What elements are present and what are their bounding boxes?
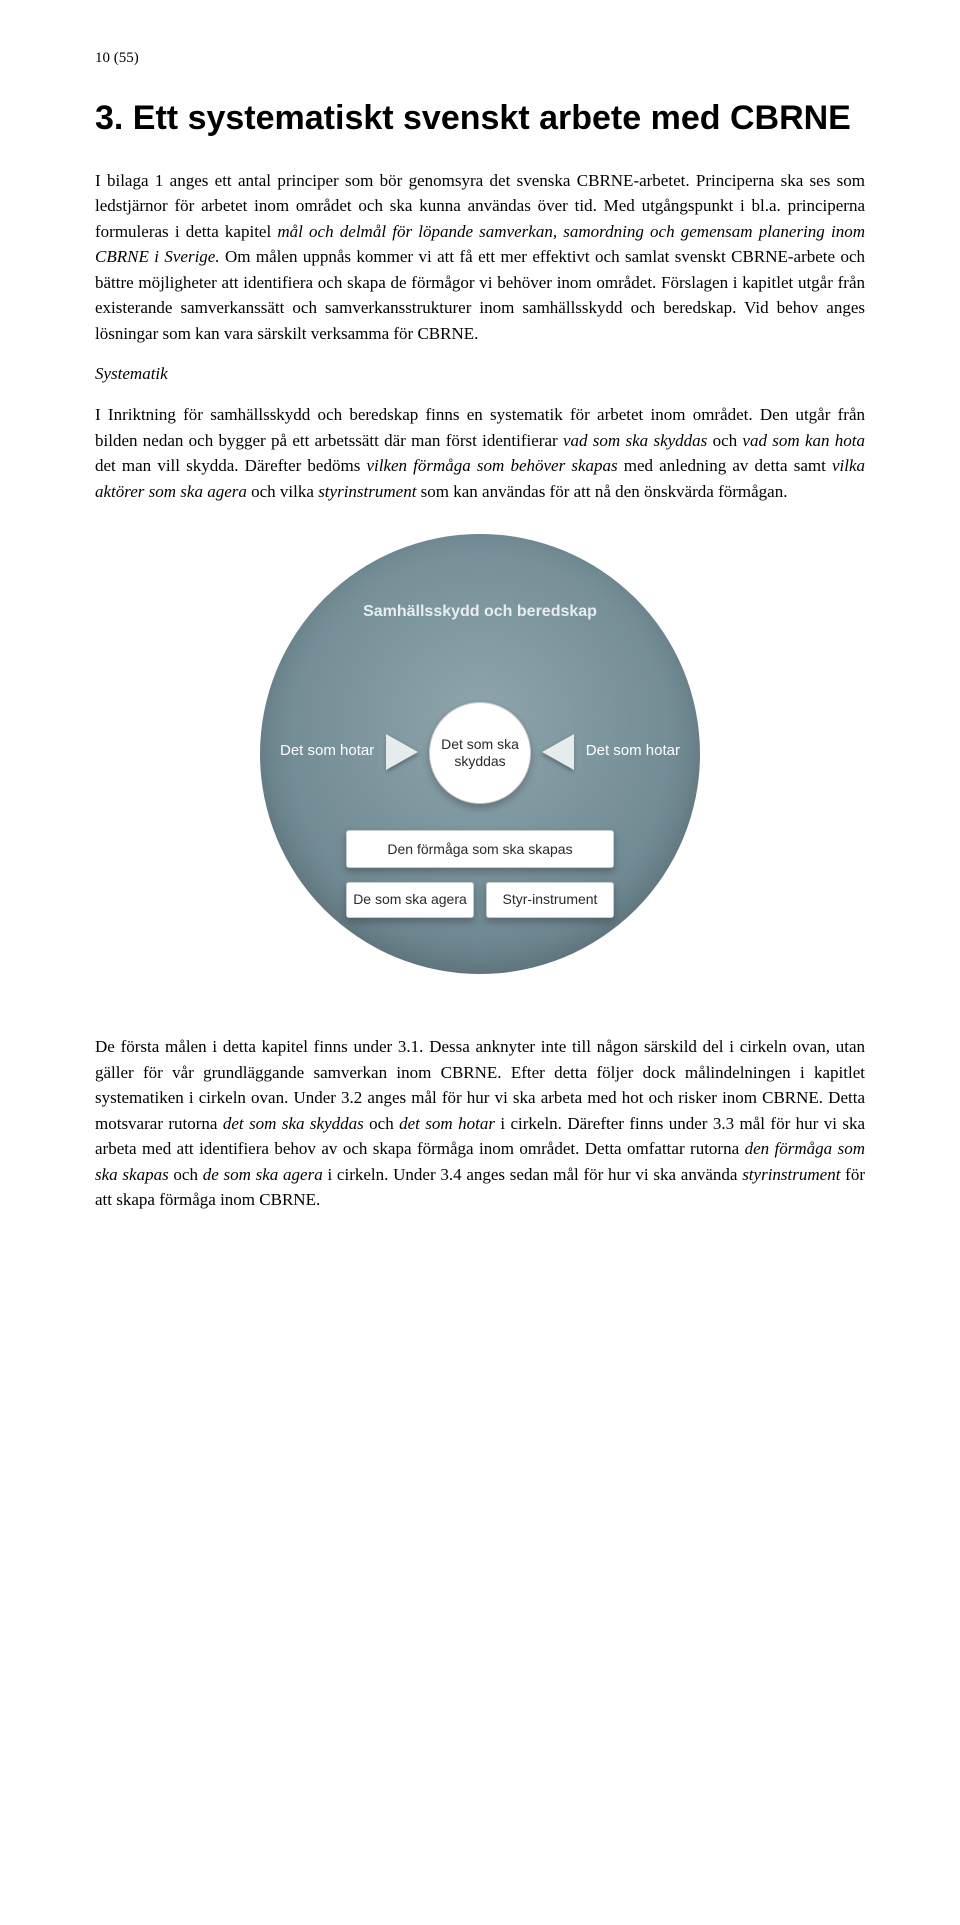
p2-i3: vilken förmåga som behöver skapas (366, 456, 617, 475)
p3-i2: det som hotar (399, 1114, 495, 1133)
p2-c: det man vill skydda. Därefter bedöms (95, 456, 366, 475)
paragraph-3: De första målen i detta kapitel finns un… (95, 1034, 865, 1213)
diagram-right-label: Det som hotar (586, 742, 680, 759)
p2-d: med anledning av detta samt (618, 456, 832, 475)
paragraph-2: I Inriktning för samhällsskydd och bered… (95, 402, 865, 504)
p3-d: och (169, 1165, 203, 1184)
arrow-right-icon (542, 734, 574, 770)
paragraph-1: I bilaga 1 anges ett antal principer som… (95, 168, 865, 347)
circle-diagram: Samhällsskydd och beredskap Det som hota… (260, 534, 700, 974)
subheading-systematik: Systematik (95, 364, 865, 384)
page-number: 10 (55) (95, 50, 865, 67)
p2-i5: styrinstrument (318, 482, 416, 501)
p2-i1: vad som ska skyddas (563, 431, 707, 450)
p3-i1: det som ska skyddas (223, 1114, 364, 1133)
p2-f: som kan användas för att nå den önskvärd… (416, 482, 787, 501)
p2-e: och vilka (247, 482, 318, 501)
arrow-left-icon (386, 734, 418, 770)
p3-e: i cirkeln. Under 3.4 anges sedan mål för… (323, 1165, 742, 1184)
document-page: 10 (55) 3. Ett systematiskt svenskt arbe… (0, 0, 960, 1291)
diagram-center-circle: Det som ska skyddas (429, 702, 531, 804)
section-heading: 3. Ett systematiskt svenskt arbete med C… (95, 97, 865, 140)
diagram-title: Samhällsskydd och beredskap (340, 602, 620, 623)
diagram-container: Samhällsskydd och beredskap Det som hota… (95, 534, 865, 974)
p2-i2: vad som kan hota (742, 431, 865, 450)
p3-i4: de som ska agera (203, 1165, 323, 1184)
diagram-small-boxes: De som ska agera Styr-instrument (346, 882, 614, 918)
p2-b: och (707, 431, 742, 450)
diagram-box-left: De som ska agera (346, 882, 474, 918)
diagram-wide-box: Den förmåga som ska skapas (346, 830, 614, 868)
p3-b: och (364, 1114, 399, 1133)
diagram-box-right: Styr-instrument (486, 882, 614, 918)
p3-i5: styrinstrument (742, 1165, 840, 1184)
diagram-left-label: Det som hotar (280, 742, 374, 759)
